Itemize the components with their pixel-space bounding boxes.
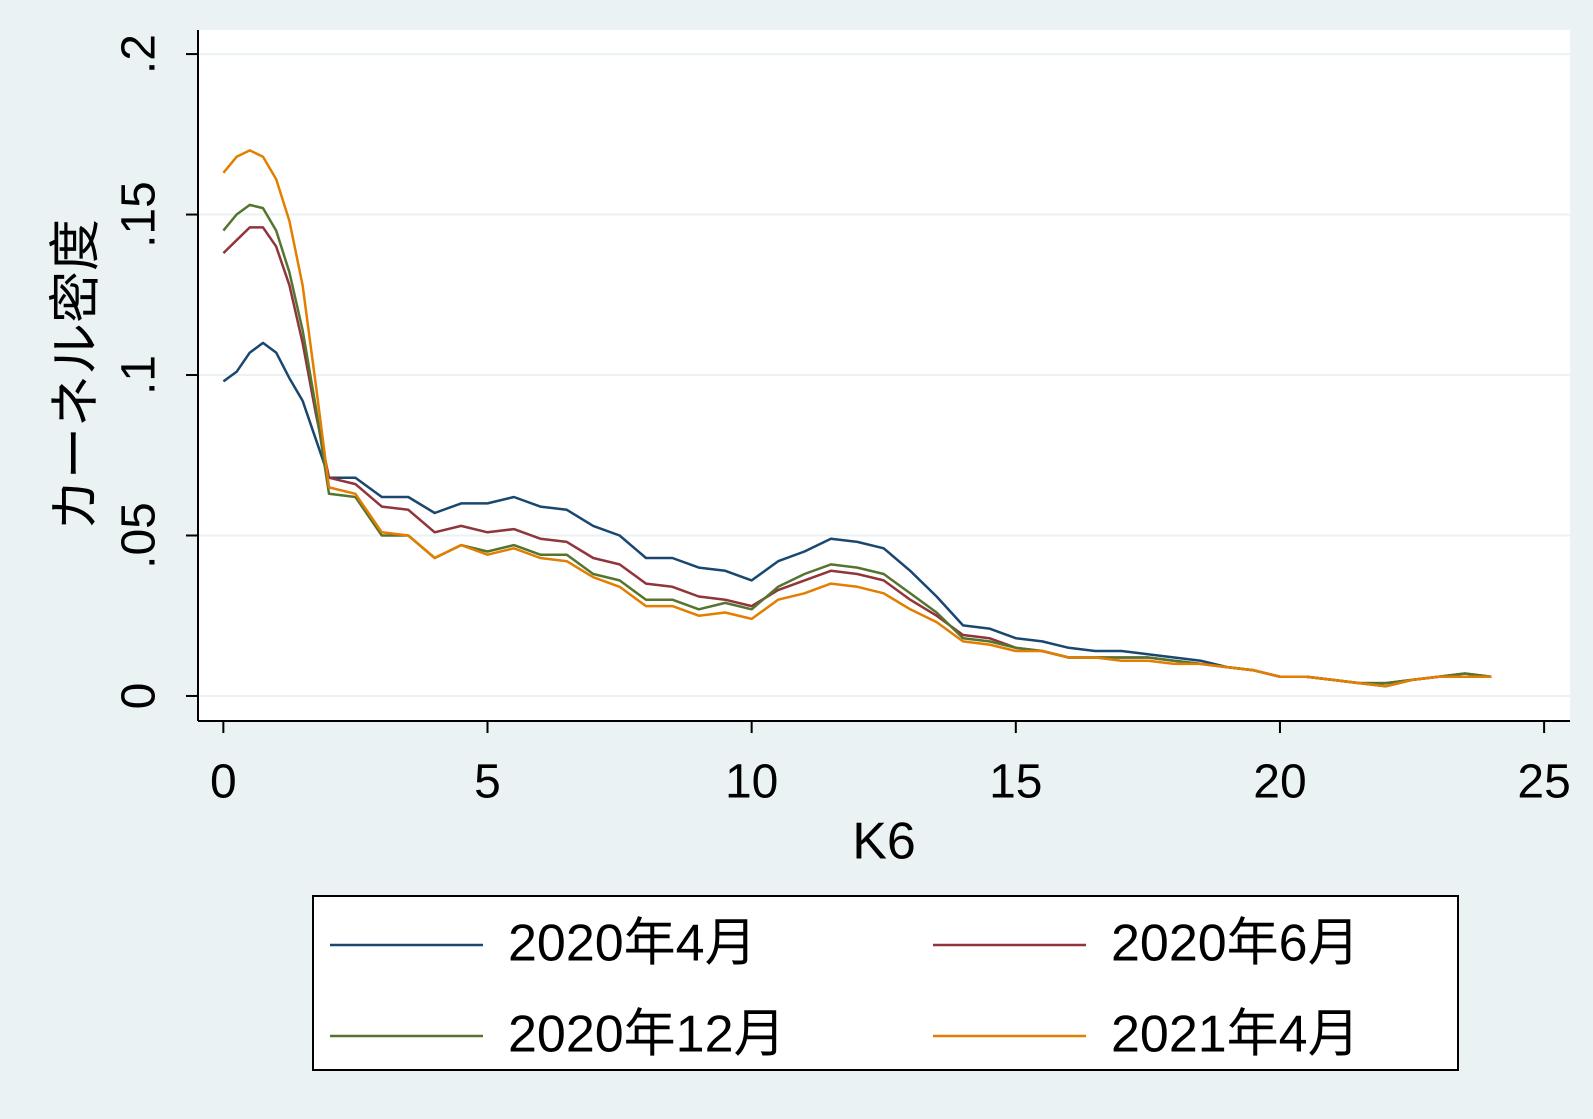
series-line bbox=[222, 149, 1492, 688]
x-tick-label: 15 bbox=[989, 756, 1042, 809]
x-tick-label: 10 bbox=[725, 756, 778, 809]
y-tick-label: .15 bbox=[113, 181, 166, 248]
legend-label: 2021年4月 bbox=[1111, 1006, 1360, 1064]
y-tick-label: .05 bbox=[113, 502, 166, 569]
x-tick-label: 25 bbox=[1517, 756, 1570, 809]
y-axis-title: カーネル密度 bbox=[48, 219, 106, 531]
y-tick-label: .1 bbox=[113, 355, 166, 395]
legend-label: 2020年4月 bbox=[508, 915, 757, 973]
y-tick-label: 0 bbox=[113, 683, 166, 710]
x-tick-label: 20 bbox=[1253, 756, 1306, 809]
x-tick-label: 0 bbox=[210, 756, 237, 809]
legend-label: 2020年12月 bbox=[508, 1006, 786, 1064]
x-tick-label: 5 bbox=[474, 756, 501, 809]
x-axis-title: K6 bbox=[852, 813, 916, 871]
legend-box bbox=[312, 895, 1459, 1071]
legend-label: 2020年6月 bbox=[1111, 915, 1360, 973]
y-tick-label: .2 bbox=[113, 34, 166, 74]
